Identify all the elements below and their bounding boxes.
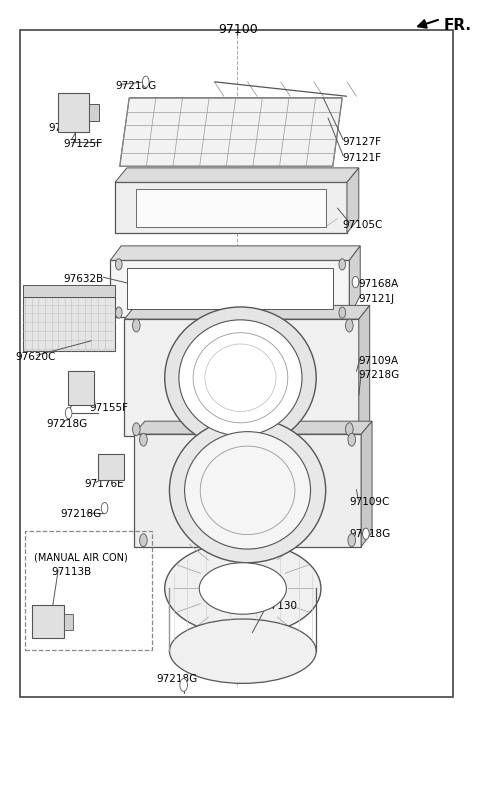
Polygon shape: [115, 168, 359, 182]
Text: 97218G: 97218G: [60, 509, 102, 520]
Bar: [134, 434, 361, 546]
Text: 97127F: 97127F: [342, 137, 381, 147]
Text: 97218G: 97218G: [349, 529, 391, 539]
Bar: [23, 286, 115, 296]
Ellipse shape: [165, 307, 316, 449]
Circle shape: [132, 319, 140, 332]
Text: 97218G: 97218G: [47, 419, 88, 429]
Text: 97109A: 97109A: [359, 356, 399, 366]
Bar: [25, 531, 152, 650]
Bar: [58, 93, 89, 132]
Text: 97176E: 97176E: [84, 479, 124, 489]
Text: (MANUAL AIR CON): (MANUAL AIR CON): [34, 553, 127, 563]
Circle shape: [362, 528, 369, 539]
Text: 97218G: 97218G: [49, 123, 90, 132]
Ellipse shape: [165, 541, 321, 635]
Text: 97620C: 97620C: [15, 352, 56, 362]
Ellipse shape: [179, 320, 302, 436]
Ellipse shape: [169, 619, 316, 684]
Circle shape: [116, 259, 122, 270]
Text: FR.: FR.: [444, 18, 472, 33]
Circle shape: [143, 76, 149, 87]
Text: 97218G: 97218G: [115, 81, 156, 91]
Bar: [20, 30, 454, 697]
Text: 97168A: 97168A: [359, 279, 399, 290]
Bar: [115, 182, 347, 233]
Text: 97632B: 97632B: [63, 274, 103, 284]
Circle shape: [339, 259, 346, 270]
Circle shape: [352, 277, 359, 287]
Circle shape: [65, 408, 72, 419]
Text: 97155F: 97155F: [89, 403, 128, 412]
Polygon shape: [347, 168, 359, 233]
Text: 97218G: 97218G: [156, 674, 197, 684]
Text: 97130: 97130: [264, 601, 297, 611]
Text: 97218G: 97218G: [359, 370, 400, 380]
Bar: [23, 296, 115, 351]
Circle shape: [346, 319, 353, 332]
Ellipse shape: [185, 432, 311, 549]
Bar: [32, 604, 64, 638]
Polygon shape: [134, 421, 372, 434]
Bar: [136, 189, 325, 227]
Polygon shape: [110, 246, 360, 261]
Text: 97121J: 97121J: [359, 294, 395, 304]
Bar: [98, 454, 124, 480]
Circle shape: [339, 307, 346, 318]
Ellipse shape: [169, 418, 325, 562]
Bar: [64, 614, 73, 630]
Text: 97125F: 97125F: [63, 139, 102, 148]
Polygon shape: [120, 98, 342, 166]
Circle shape: [140, 533, 147, 546]
Polygon shape: [215, 82, 347, 96]
Polygon shape: [124, 305, 370, 319]
Bar: [68, 371, 94, 405]
Text: 97109C: 97109C: [349, 496, 390, 507]
Bar: [89, 103, 99, 121]
Text: 97100: 97100: [218, 23, 258, 36]
Circle shape: [348, 433, 356, 446]
Text: 97121F: 97121F: [342, 153, 381, 163]
Polygon shape: [361, 421, 372, 546]
Text: 97113B: 97113B: [51, 567, 91, 577]
Circle shape: [132, 423, 140, 436]
Text: 97105C: 97105C: [342, 220, 383, 230]
Circle shape: [116, 307, 122, 318]
Polygon shape: [359, 305, 370, 436]
Bar: [127, 268, 333, 309]
Circle shape: [348, 533, 356, 546]
Circle shape: [180, 679, 187, 692]
Bar: [110, 261, 349, 316]
Circle shape: [140, 433, 147, 446]
Ellipse shape: [199, 562, 287, 614]
Polygon shape: [349, 246, 360, 316]
Bar: [124, 319, 359, 436]
Circle shape: [101, 503, 108, 514]
Circle shape: [346, 423, 353, 436]
